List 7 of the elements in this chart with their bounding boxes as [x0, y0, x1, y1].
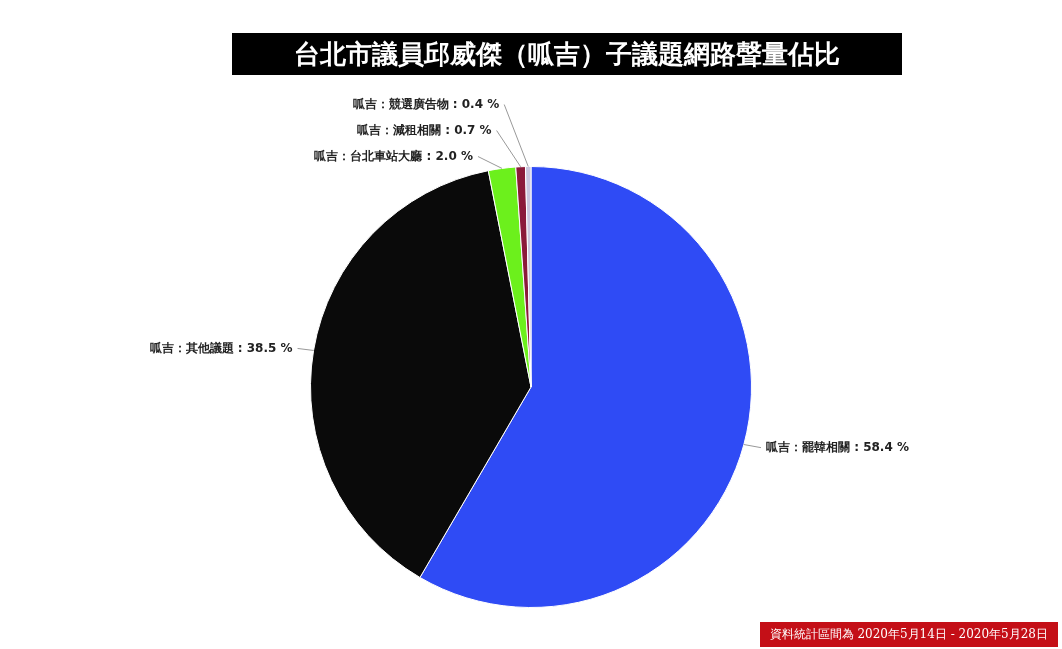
chart-title: 台北市議員邱威傑（呱吉）子議題網路聲量佔比: [232, 33, 902, 75]
slice-label: 呱吉：競選廣告物 : 0.4 %: [352, 96, 500, 111]
slice-label: 呱吉：台北車站大廳 : 2.0 %: [314, 148, 473, 163]
text: 資料統計區間為 2020年5月14日 - 2020年5月28日: [759, 622, 1058, 647]
slice-label: 呱吉：減租相關 : 0.7 %: [356, 122, 492, 137]
slice-label: 呱吉：罷韓相關 : 58.4 %: [766, 439, 909, 454]
slice-label: 呱吉：其他議題 : 38.5 %: [149, 340, 293, 355]
